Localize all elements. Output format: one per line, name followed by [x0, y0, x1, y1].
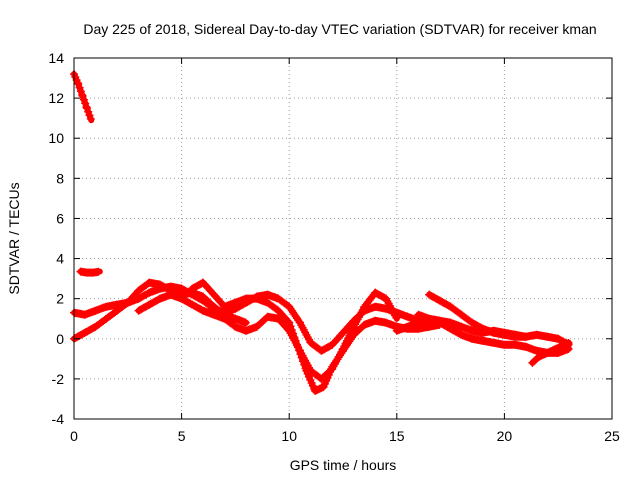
data-point [86, 114, 95, 123]
data-point [300, 360, 309, 369]
x-tick-label: 0 [70, 428, 78, 444]
data-point [78, 92, 87, 101]
data-point [94, 267, 103, 276]
data-point [293, 342, 302, 351]
data-point [564, 338, 573, 347]
data-point [295, 346, 304, 355]
series-track-10 [528, 338, 573, 367]
x-tick-label: 25 [604, 428, 620, 444]
y-tick-label: -2 [52, 371, 65, 387]
x-tick-label: 10 [281, 428, 297, 444]
x-tick-label: 20 [497, 428, 513, 444]
y-tick-label: 12 [48, 90, 64, 106]
y-tick-label: 6 [56, 210, 64, 226]
data-point [84, 107, 93, 116]
data-point [81, 99, 90, 108]
data-point [76, 87, 85, 96]
data-point [298, 357, 307, 366]
axis-ticks: 0 5 10 15 20 25 -4 -2 0 2 4 6 8 10 12 14 [48, 50, 620, 444]
data-point [296, 350, 305, 359]
data-point [297, 353, 306, 362]
y-tick-label: -4 [52, 411, 65, 427]
y-axis-label: SDTVAR / TECUs [6, 182, 22, 294]
series-track-8 [425, 290, 530, 341]
x-tick-label: 5 [178, 428, 186, 444]
data-series [70, 70, 573, 395]
data-point [79, 95, 88, 104]
data-point [289, 329, 298, 338]
plot-frame [73, 57, 613, 420]
series-track-9 [392, 316, 573, 357]
y-tick-label: 10 [48, 130, 64, 146]
y-tick-label: 0 [56, 331, 64, 347]
data-point [286, 322, 295, 331]
y-tick-label: 4 [56, 251, 64, 267]
series-track-2 [76, 267, 103, 277]
series-track-1 [70, 70, 95, 124]
data-point [75, 83, 84, 92]
data-point [290, 333, 299, 342]
x-tick-label: 15 [389, 428, 405, 444]
data-point [392, 313, 401, 322]
data-point [285, 318, 294, 327]
data-point [74, 80, 83, 89]
y-tick-label: 14 [48, 50, 64, 66]
data-point [521, 332, 530, 341]
data-point [85, 111, 94, 120]
chart-title: Day 225 of 2018, Sidereal Day-to-day VTE… [83, 21, 596, 37]
data-point [287, 325, 296, 334]
y-tick-label: 8 [56, 170, 64, 186]
data-point [241, 318, 250, 327]
data-point [283, 316, 292, 325]
data-point [82, 104, 91, 113]
data-point [291, 336, 300, 345]
x-axis-label: GPS time / hours [290, 457, 397, 473]
y-tick-label: 2 [56, 291, 64, 307]
